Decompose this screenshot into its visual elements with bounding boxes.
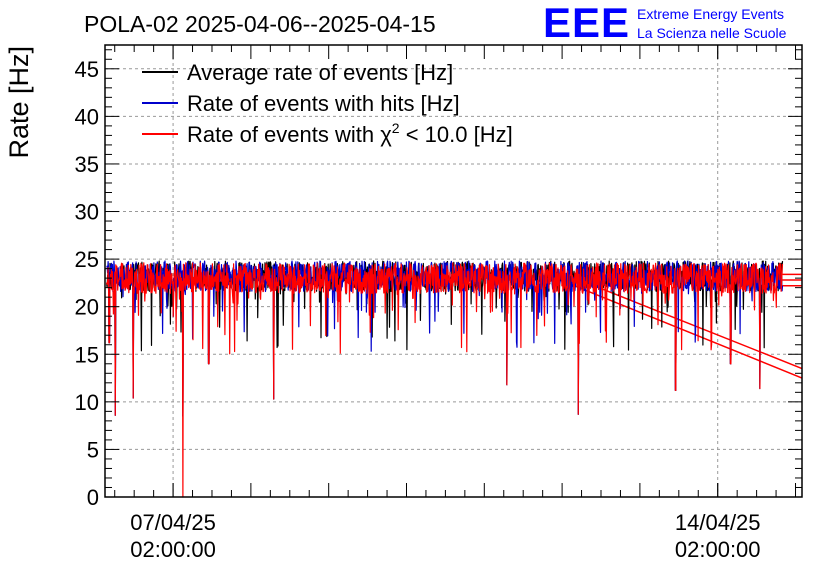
- y-tick-label: 30: [75, 200, 99, 225]
- y-tick-label: 10: [75, 390, 99, 415]
- grid: [105, 45, 802, 497]
- legend-label-avg: Average rate of events [Hz]: [187, 60, 453, 85]
- eee-logo: EEE Extreme Energy Events La Scienza nel…: [543, 0, 787, 46]
- y-tick-label: 35: [75, 152, 99, 177]
- y-axis-label: Rate [Hz]: [4, 46, 34, 159]
- eee-logo-line2: La Scienza nelle Scuole: [637, 25, 787, 41]
- eee-logo-mark: EEE: [543, 0, 630, 46]
- y-tick-label: 20: [75, 295, 99, 320]
- series-line-chi: [106, 262, 784, 498]
- data-series: [106, 260, 803, 498]
- eee-logo-line1: Extreme Energy Events: [637, 6, 784, 22]
- y-tick-label: 0: [87, 485, 99, 510]
- legend-label-hits: Rate of events with hits [Hz]: [187, 91, 460, 116]
- x-tick-label-time: 02:00:00: [130, 537, 216, 562]
- legend-label-chi: Rate of events with χ2 < 10.0 [Hz]: [187, 120, 513, 147]
- y-tick-label: 5: [87, 437, 99, 462]
- y-tick-label: 40: [75, 104, 99, 129]
- y-tick-label: 45: [75, 57, 99, 82]
- x-tick-label-date: 07/04/25: [130, 510, 216, 535]
- plot-frame: [104, 44, 803, 498]
- x-tick-label-time: 02:00:00: [675, 537, 761, 562]
- y-tick-label: 25: [75, 247, 99, 272]
- legend: Average rate of events [Hz] Rate of even…: [142, 60, 513, 147]
- x-tick-label-date: 14/04/25: [675, 510, 761, 535]
- axes: 05101520253035404507/04/2502:00:0014/04/…: [75, 44, 803, 562]
- y-tick-label: 15: [75, 342, 99, 367]
- chart-title: POLA-02 2025-04-06--2025-04-15: [84, 11, 436, 37]
